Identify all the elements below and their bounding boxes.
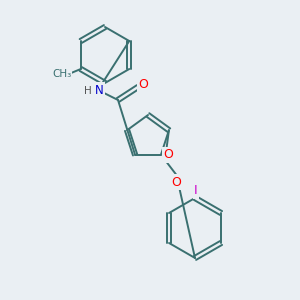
Text: CH₃: CH₃: [52, 69, 71, 79]
Text: I: I: [194, 184, 198, 197]
Text: O: O: [163, 148, 173, 161]
Text: O: O: [138, 79, 148, 92]
Text: H: H: [84, 86, 92, 96]
Text: O: O: [171, 176, 181, 188]
Text: N: N: [94, 83, 103, 97]
